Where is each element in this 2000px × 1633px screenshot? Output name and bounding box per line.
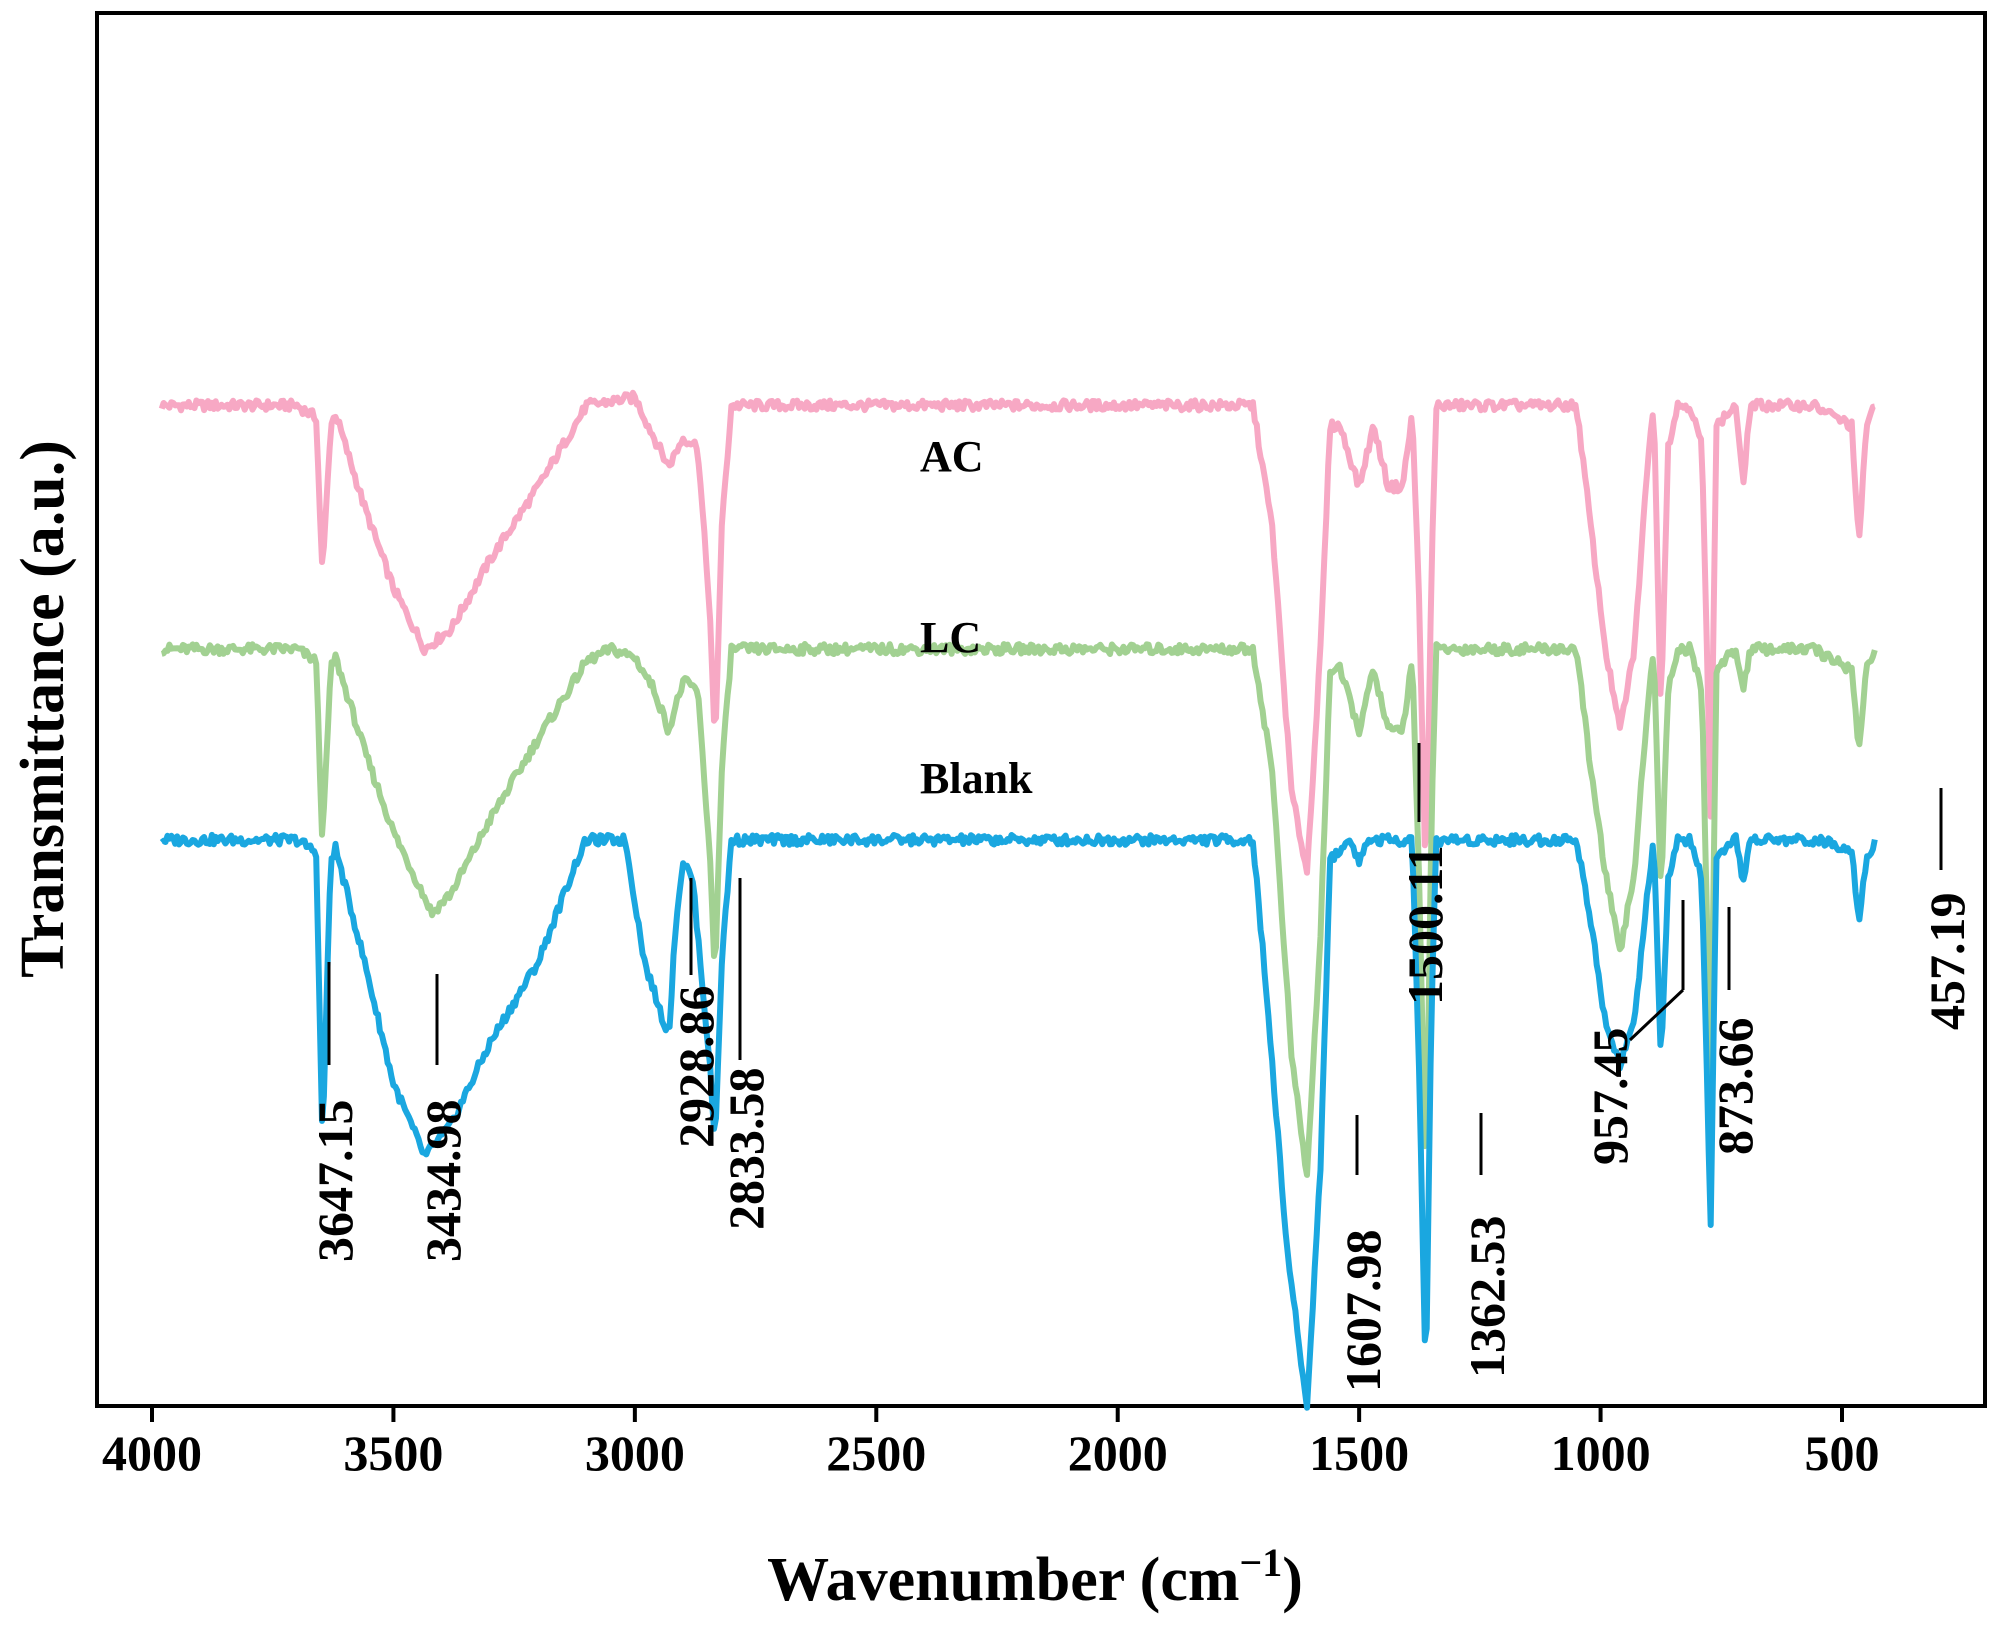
x-tick-label-1500: 1500: [1309, 1425, 1409, 1481]
series-ac-line: [158, 389, 1876, 876]
peak-label-3647-15: 3647.15: [307, 1100, 363, 1263]
x-axis-ticks: 4000 3500 3000 2500 2000 1500 1000 500: [102, 1406, 1880, 1481]
series-layer: [158, 389, 1878, 1411]
peak-label-1607-98: 1607.98: [1335, 1230, 1391, 1393]
series-lc-line: [160, 641, 1878, 1178]
x-tick-label-1000: 1000: [1551, 1425, 1651, 1481]
x-axis-title-sup: −1: [1239, 1540, 1282, 1585]
peak-label-1500-11: 1500.11: [1397, 845, 1453, 1005]
x-tick-label-4000: 4000: [102, 1425, 202, 1481]
x-axis-title-close: ): [1282, 1546, 1303, 1614]
peak-label-3434-98: 3434.98: [415, 1100, 471, 1263]
peak-label-873-66: 873.66: [1707, 1018, 1763, 1156]
peak-leader-957-45: [1628, 988, 1685, 1042]
x-tick-label-500: 500: [1805, 1425, 1880, 1481]
peak-label-457-19: 457.19: [1919, 893, 1975, 1031]
y-axis-title: Transmittance (a.u.): [9, 440, 77, 978]
plot-frame: [95, 11, 1987, 1408]
peak-label-1362-53: 1362.53: [1459, 1216, 1515, 1379]
series-label-lc: LC: [920, 613, 981, 662]
x-tick-label-2500: 2500: [826, 1425, 926, 1481]
peak-label-2833-58: 2833.58: [718, 1068, 774, 1231]
series-blank-line: [159, 831, 1878, 1411]
x-tick-label-3000: 3000: [585, 1425, 685, 1481]
peak-label-2928-86: 2928.86: [668, 986, 724, 1149]
x-axis-title-main: Wavenumber (cm: [767, 1546, 1239, 1614]
x-axis-title: Wavenumber (cm−1): [767, 1540, 1303, 1614]
series-labels: AC LC Blank: [920, 432, 1033, 803]
series-label-ac: AC: [920, 432, 984, 481]
series-label-blank: Blank: [920, 754, 1033, 803]
x-tick-label-3500: 3500: [343, 1425, 443, 1481]
peak-label-957-45: 957.45: [1582, 1028, 1638, 1166]
x-tick-label-2000: 2000: [1068, 1425, 1168, 1481]
